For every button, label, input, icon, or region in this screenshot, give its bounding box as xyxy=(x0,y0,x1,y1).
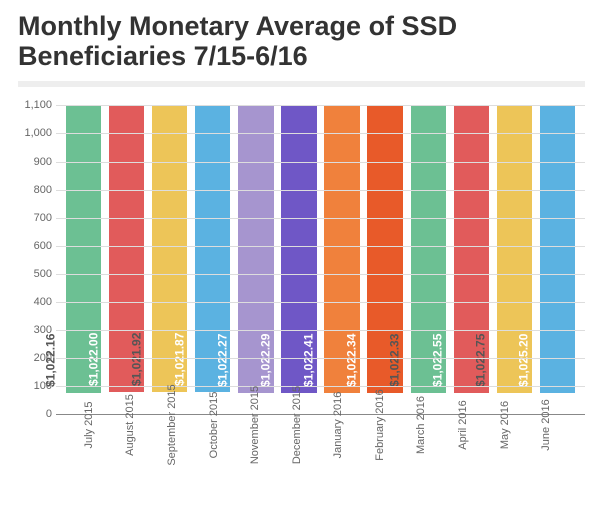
bar-value-label: $1,022.33 xyxy=(387,333,401,386)
bar: $1,025.20 xyxy=(540,105,575,393)
y-tick-label: 600 xyxy=(18,240,52,252)
gridline xyxy=(56,218,585,219)
bars-container: $1,022.16$1,022.00$1,021.92$1,021.87$1,0… xyxy=(62,105,579,414)
bar-slot: $1,025.20 xyxy=(536,105,579,414)
y-tick-label: 400 xyxy=(18,296,52,308)
gridline xyxy=(56,386,585,387)
chart-title: Monthly Monetary Average of SSD Benefici… xyxy=(18,12,585,71)
x-tick-label: May 2016 xyxy=(499,401,511,449)
gridline xyxy=(56,162,585,163)
bar-value-label: $1,022.41 xyxy=(301,333,315,386)
gridline xyxy=(56,246,585,247)
y-tick-label: 200 xyxy=(18,352,52,364)
gridline xyxy=(56,302,585,303)
bar-value-label: $1,022.55 xyxy=(431,333,445,386)
x-tick-label: April 2016 xyxy=(457,401,469,451)
y-tick-label: 500 xyxy=(18,268,52,280)
y-tick-label: 1,100 xyxy=(18,99,52,111)
chart-area: $1,022.16$1,022.00$1,021.92$1,021.87$1,0… xyxy=(18,105,585,525)
x-tick-label: October 2015 xyxy=(208,392,220,459)
x-tick-label: December 2015 xyxy=(291,386,303,464)
x-tick-label: November 2015 xyxy=(249,386,261,464)
y-tick-label: 700 xyxy=(18,212,52,224)
x-tick-label: July 2015 xyxy=(83,402,95,449)
x-tick-label: January 2016 xyxy=(332,392,344,459)
bar-value-label: $1,021.87 xyxy=(172,333,186,386)
bar-value-label: $1,025.20 xyxy=(517,334,531,387)
plot-area: $1,022.16$1,022.00$1,021.92$1,021.87$1,0… xyxy=(56,105,585,415)
y-tick-label: 100 xyxy=(18,380,52,392)
bar-value-label: $1,022.29 xyxy=(258,333,272,386)
x-tick-label: August 2015 xyxy=(124,394,136,456)
y-tick-label: 1,000 xyxy=(18,127,52,139)
bar-value-label: $1,022.27 xyxy=(215,333,229,386)
bar-value-label: $1,022.00 xyxy=(86,333,100,386)
title-divider xyxy=(18,81,585,87)
bar-value-label: $1,022.75 xyxy=(474,333,488,386)
gridline xyxy=(56,330,585,331)
gridline xyxy=(56,190,585,191)
bar-value-label: $1,021.92 xyxy=(129,333,143,386)
x-tick-label: February 2016 xyxy=(374,390,386,462)
x-tick-label: June 2016 xyxy=(540,400,552,451)
y-tick-label: 300 xyxy=(18,324,52,336)
y-tick-label: 900 xyxy=(18,156,52,168)
x-tick-label: September 2015 xyxy=(166,385,178,466)
gridline xyxy=(56,133,585,134)
y-tick-label: 0 xyxy=(18,408,52,420)
bar-value-label: $1,022.34 xyxy=(344,333,358,386)
gridline xyxy=(56,358,585,359)
x-tick-label: March 2016 xyxy=(415,396,427,454)
gridline xyxy=(56,105,585,106)
gridline xyxy=(56,274,585,275)
y-tick-label: 800 xyxy=(18,184,52,196)
